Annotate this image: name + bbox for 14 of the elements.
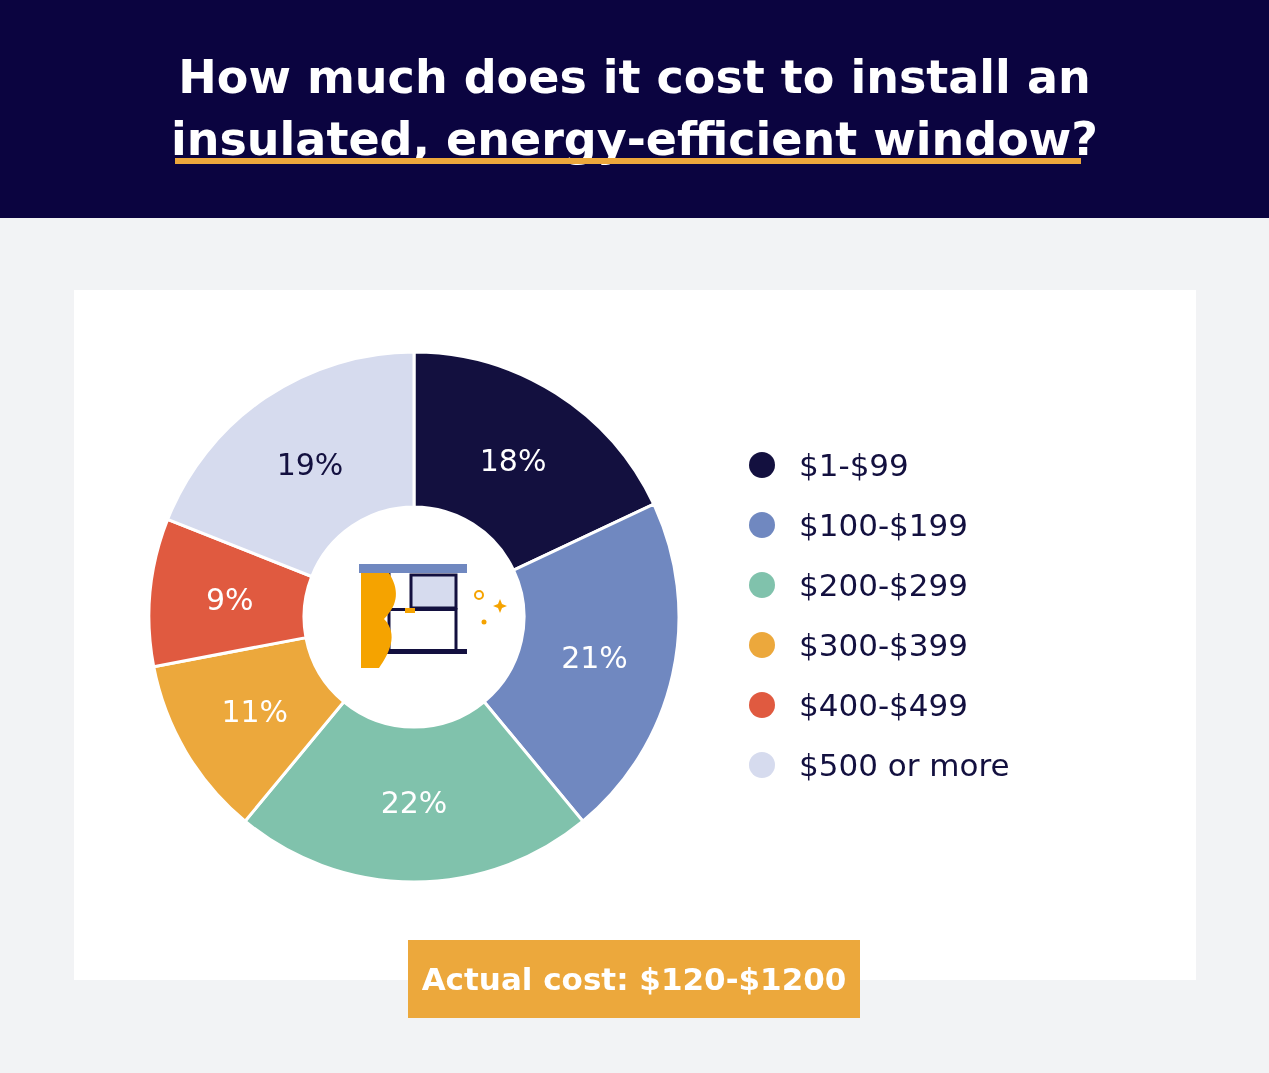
legend-label: $100-$199 (799, 507, 968, 543)
legend-label: $200-$299 (799, 567, 968, 603)
data-label: 9% (206, 582, 254, 618)
legend-label: $1-$99 (799, 447, 909, 483)
legend-label: $500 or more (799, 747, 1010, 783)
data-label: 18% (479, 443, 547, 479)
text: Actual cost: $120-$1200 (421, 961, 847, 997)
data-label: 19% (276, 446, 344, 482)
data-label: 11% (221, 693, 289, 729)
data-label: 21% (561, 639, 628, 675)
legend-label: $300-$399 (799, 627, 968, 663)
data-label: 22% (380, 784, 448, 820)
legend-label: $400-$499 (799, 687, 968, 723)
chart-title: How much does it cost to install an insulated, energy-efficient window? (170, 50, 1099, 166)
